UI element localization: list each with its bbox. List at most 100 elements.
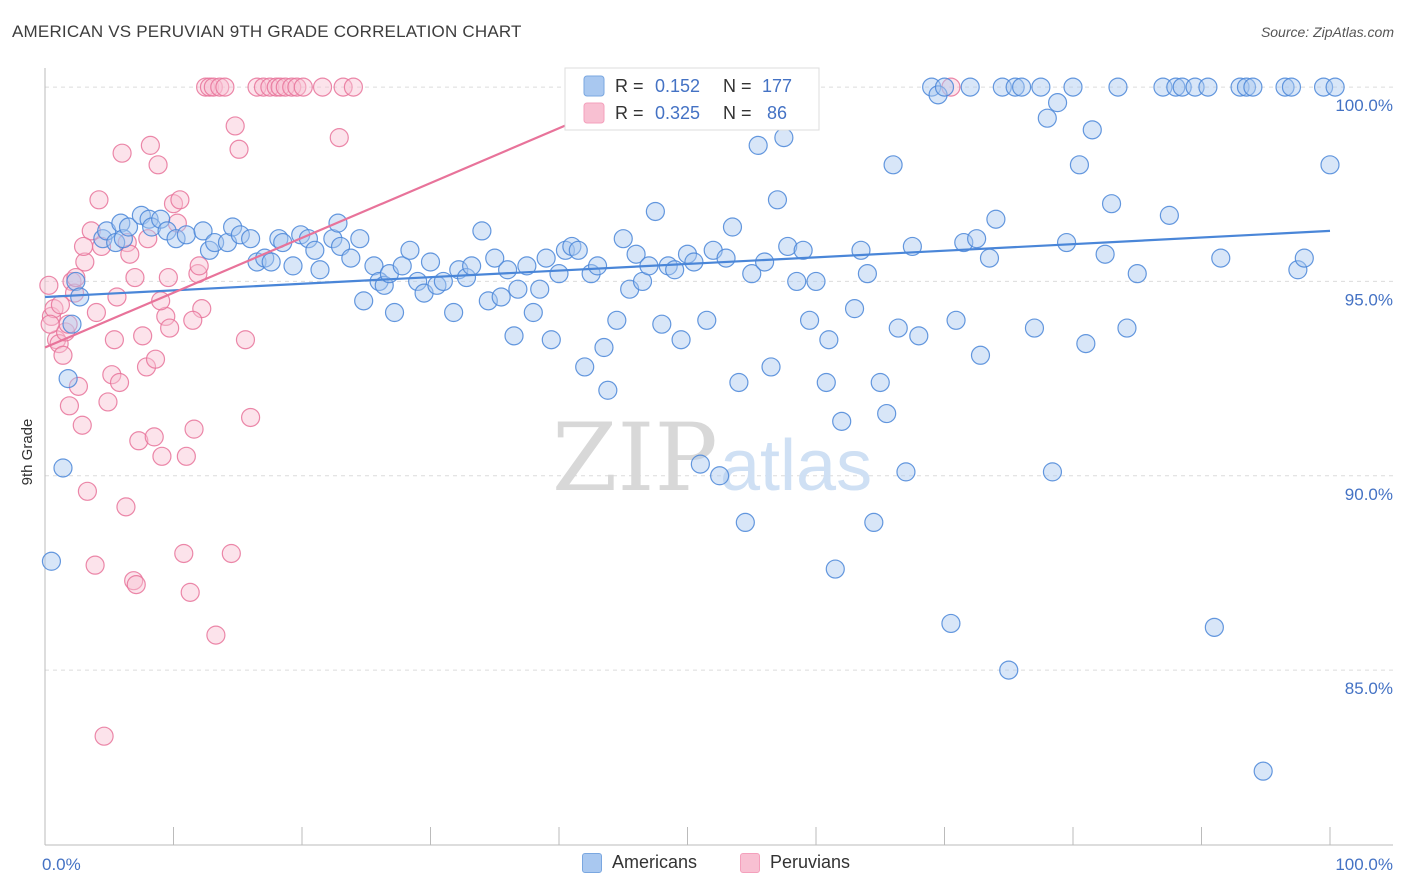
americans-point (139, 209, 159, 229)
peruvians-point (59, 396, 80, 416)
peruvians-point (125, 267, 145, 288)
peruvians-point (170, 190, 190, 210)
americans-point (778, 236, 798, 257)
americans-point (491, 287, 511, 307)
legend-box (564, 67, 820, 131)
americans-point (323, 229, 343, 249)
americans-point (844, 299, 865, 319)
americans-point (1082, 120, 1102, 140)
legend-swatch-americans (582, 852, 602, 873)
americans-point (954, 232, 974, 253)
peruvians-point (126, 574, 146, 595)
peruvians-point (68, 376, 89, 396)
peruvians-point (282, 77, 302, 97)
legend-r-value-americans: 0.152 (655, 76, 700, 96)
americans-point (113, 229, 133, 249)
americans-point (176, 225, 196, 245)
americans-point (305, 240, 325, 260)
peruvians-point (89, 190, 109, 210)
peruvians-point (81, 221, 101, 241)
gridlines (45, 86, 1393, 671)
americans-point (690, 454, 710, 474)
americans-point (420, 252, 441, 272)
americans-point (819, 330, 839, 350)
americans-point (1320, 155, 1340, 175)
americans-point (671, 330, 691, 350)
peruvians-point (225, 116, 245, 136)
americans-point (716, 248, 736, 268)
americans-point (384, 302, 405, 323)
peruvians-point (129, 431, 149, 451)
americans-point (774, 128, 794, 148)
americans-point (1127, 264, 1147, 284)
americans-point (354, 291, 374, 311)
americans-point (341, 248, 361, 268)
peruvians-point (176, 446, 196, 466)
americans-point (1011, 77, 1032, 97)
americans-point (472, 221, 492, 241)
peruvians-point (152, 446, 172, 466)
americans-point (364, 256, 384, 276)
peruvians-point (73, 236, 94, 257)
americans-point (594, 337, 614, 358)
peruvians-point (107, 287, 127, 307)
y-axis-label: 9th Grade (19, 419, 36, 486)
peruvians-point (140, 135, 160, 155)
peruvians-point (53, 345, 73, 365)
peruvians-point (102, 365, 122, 385)
americans-point (767, 190, 788, 210)
y-tick-label-2: 90.0% (1345, 485, 1393, 504)
americans-point (832, 411, 852, 431)
peruvians-point (183, 310, 203, 330)
peruvians-point (215, 77, 235, 97)
peruvians-point (270, 77, 290, 97)
legend-label-americans: Americans (612, 852, 698, 872)
americans-point (350, 229, 370, 249)
americans-point (825, 559, 845, 579)
trend-lines (44, 86, 1331, 349)
americans-point (1198, 77, 1218, 97)
peruvians-point (160, 318, 180, 338)
americans-point (684, 252, 704, 272)
americans-point (722, 217, 743, 237)
americans-point (970, 345, 991, 365)
peruvians-point (156, 306, 176, 327)
americans-point (652, 314, 672, 334)
americans-point (166, 229, 186, 249)
americans-point (1047, 93, 1068, 113)
americans-point (587, 256, 608, 276)
americans-point (449, 260, 469, 280)
americans-point (960, 77, 980, 97)
peruvians-point (329, 128, 349, 148)
peruvians-point (145, 349, 166, 369)
americans-point (888, 318, 908, 338)
x-tick-labels: 0.0% 100.0% (42, 855, 1393, 874)
peruvians-point (312, 77, 333, 97)
americans-point (541, 330, 561, 350)
americans-point (909, 326, 929, 346)
americans-point (549, 264, 569, 284)
americans-point (523, 302, 543, 323)
peruvians-point (75, 252, 95, 272)
peruvians-point (39, 275, 59, 295)
americans-point (857, 264, 878, 284)
americans-point (575, 357, 595, 377)
americans-point (261, 252, 281, 272)
legend-n-label-americans: N = (723, 76, 752, 96)
americans-point (986, 209, 1006, 229)
americans-point (485, 248, 505, 268)
americans-point (568, 240, 588, 260)
americans-point (1313, 77, 1334, 97)
americans-point (1243, 77, 1263, 97)
americans-point (729, 372, 749, 393)
peruvians-point (221, 543, 241, 564)
chart-title: AMERICAN VS PERUVIAN 9TH GRADE CORRELATI… (12, 22, 522, 41)
peruvians-point (184, 419, 204, 439)
americans-point (1063, 77, 1083, 97)
legend-item-peruvians[interactable]: Peruvians (740, 852, 850, 873)
americans-point (851, 240, 871, 260)
peruvians-point (287, 77, 307, 97)
legend-item-americans[interactable]: Americans (582, 852, 697, 873)
americans-point (1211, 248, 1231, 268)
americans-point (310, 260, 330, 280)
